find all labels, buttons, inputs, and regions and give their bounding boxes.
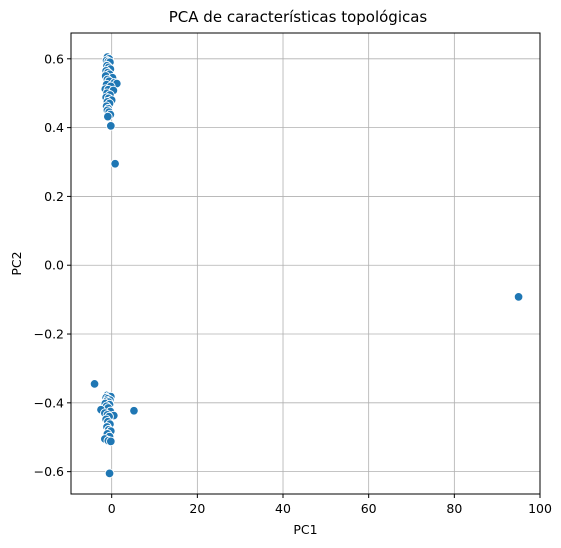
plot-frame [70,32,541,495]
y-tick-label: 0.4 [44,120,64,135]
data-point [89,379,100,389]
y-tick-label: 0.2 [44,189,64,204]
x-tick-label: 100 [528,501,552,516]
y-tick-label: −0.2 [34,327,64,342]
data-point [106,121,116,131]
x-tick-label: 60 [361,501,377,516]
data-point [110,158,120,169]
x-tick-label: 80 [446,501,462,516]
y-axis-label: PC2 [9,251,24,275]
grid [71,33,541,494]
y-axis: −0.6 −0.4 −0.2 0.0 0.2 0.4 0.6 [34,51,71,479]
x-axis: 0 20 40 60 80 100 [108,494,552,516]
y-tick-label: −0.6 [34,464,64,479]
data-points [89,52,524,479]
chart-title: PCA de características topológicas [169,8,428,26]
x-tick-label: 0 [108,501,116,516]
y-tick-label: −0.4 [34,395,64,410]
data-point [104,468,115,479]
data-point [106,436,116,447]
data-point [103,111,113,122]
x-axis-label: PC1 [293,522,317,537]
y-tick-label: 0.6 [44,51,64,66]
data-point [129,405,139,416]
x-tick-label: 40 [275,501,291,516]
y-tick-label: 0.0 [44,258,64,273]
x-tick-label: 20 [189,501,205,516]
data-point [513,292,524,302]
